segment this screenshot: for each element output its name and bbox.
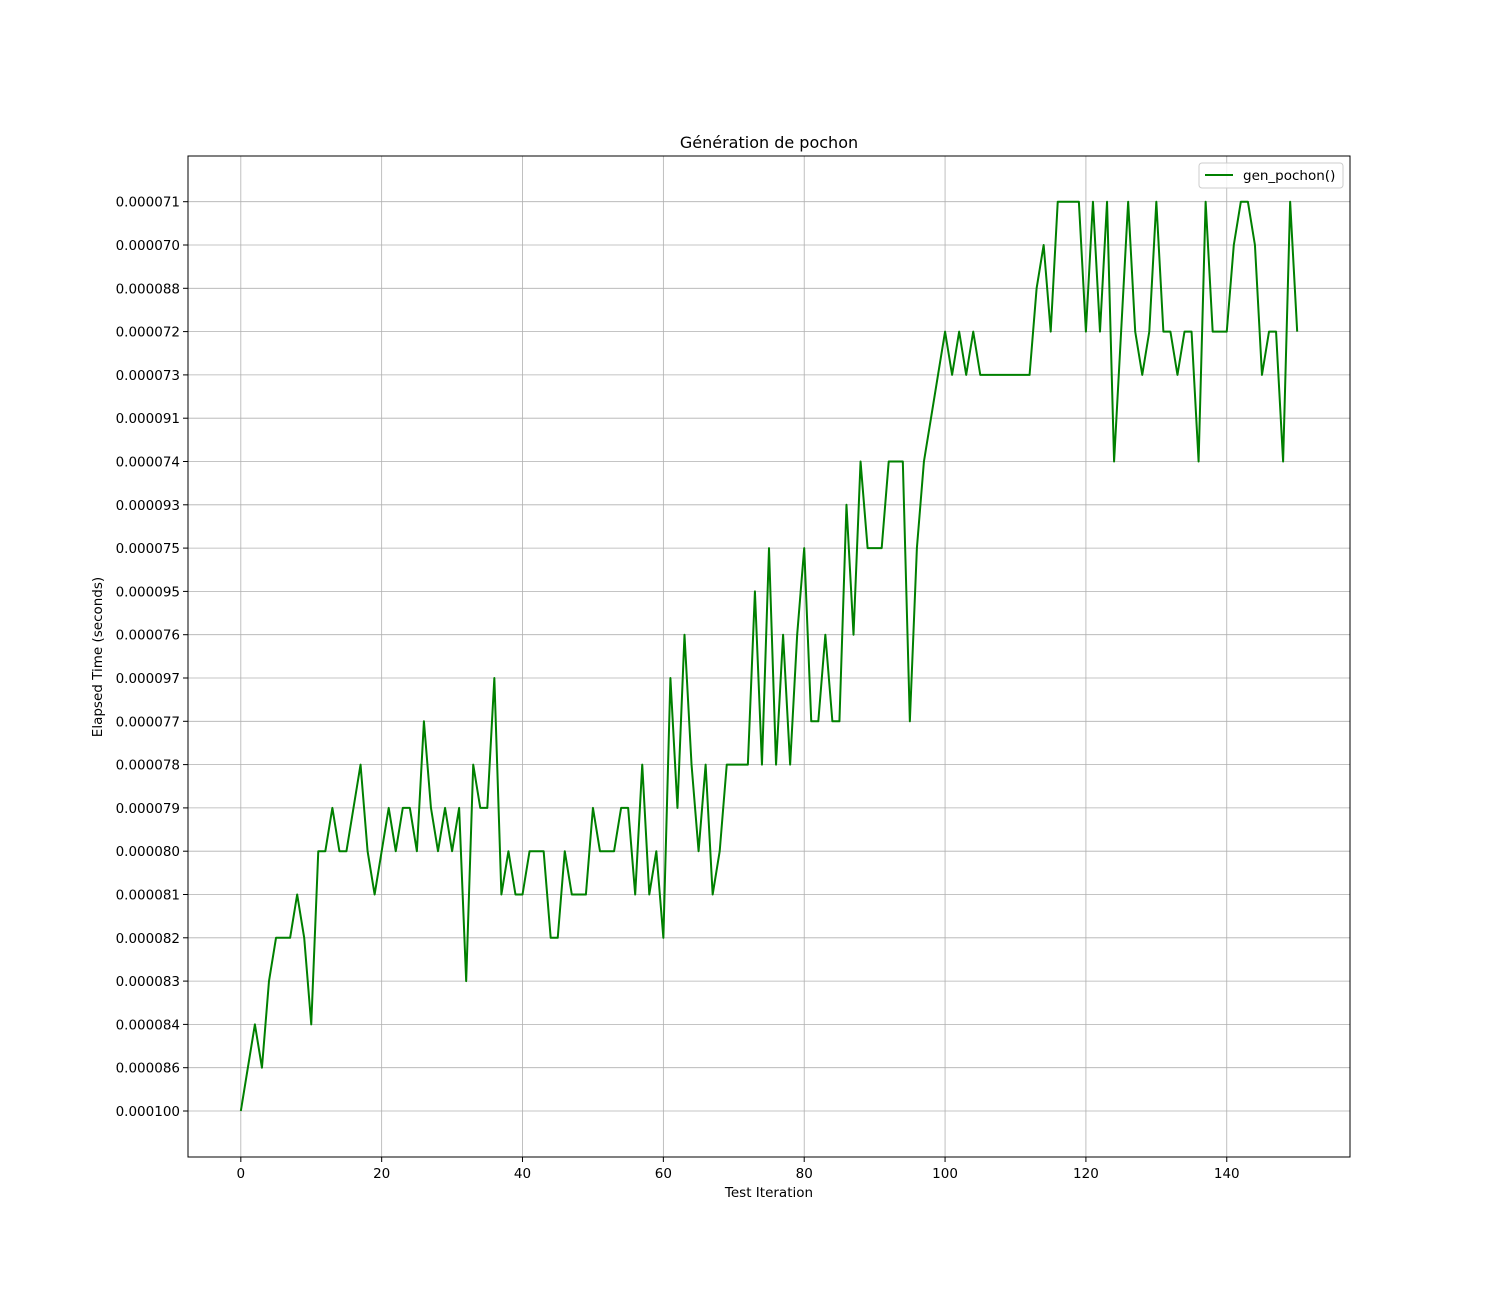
axis-ticks: 0 20 40 60 80 100 120 140 0.000100 0.000086 0.0000…	[116, 195, 1240, 1182]
y-tick-label: 0.000095	[116, 584, 180, 600]
y-tick-label: 0.000080	[116, 844, 180, 860]
grid-lines	[188, 156, 1350, 1157]
x-tick-label: 120	[1073, 1166, 1099, 1182]
chart-title: Génération de pochon	[680, 133, 858, 152]
y-tick-label: 0.000091	[116, 411, 180, 427]
x-tick-label: 140	[1214, 1166, 1240, 1182]
y-tick-label: 0.000076	[116, 628, 180, 644]
y-tick-label: 0.000084	[116, 1017, 180, 1033]
y-tick-label: 0.000071	[116, 195, 180, 211]
plot-lines	[239, 200, 1299, 1112]
plot-frame	[187, 155, 1351, 1158]
series-line	[239, 200, 1299, 1112]
x-tick-label: 60	[655, 1166, 672, 1182]
y-tick-label: 0.000088	[116, 281, 180, 297]
legend: gen_pochon()	[1198, 162, 1344, 189]
x-tick-label: 40	[514, 1166, 531, 1182]
y-tick-label: 0.000082	[116, 931, 180, 947]
y-tick-label: 0.000075	[116, 541, 180, 557]
y-tick-label: 0.000086	[116, 1061, 180, 1077]
y-tick-label: 0.000079	[116, 801, 180, 817]
y-tick-label: 0.000100	[116, 1104, 180, 1120]
y-tick-label: 0.000072	[116, 325, 180, 341]
y-tick-label: 0.000073	[116, 368, 180, 384]
y-tick-label: 0.000077	[116, 714, 180, 730]
x-axis-title: Test Iteration	[724, 1185, 813, 1201]
y-tick-label: 0.000093	[116, 498, 180, 514]
y-tick-label: 0.000074	[116, 455, 180, 471]
x-tick-label: 80	[796, 1166, 813, 1182]
legend-box	[1198, 162, 1344, 189]
y-axis-title: Elapsed Time (seconds)	[90, 577, 106, 737]
y-tick-label: 0.000081	[116, 888, 180, 904]
legend-label: gen_pochon()	[1243, 168, 1335, 184]
x-tick-label: 20	[373, 1166, 390, 1182]
y-tick-label: 0.000083	[116, 974, 180, 990]
x-tick-label: 100	[932, 1166, 958, 1182]
y-tick-label: 0.000097	[116, 671, 180, 687]
x-tick-label: 0	[237, 1166, 246, 1182]
y-tick-label: 0.000078	[116, 758, 180, 774]
y-tick-label: 0.000070	[116, 238, 180, 254]
